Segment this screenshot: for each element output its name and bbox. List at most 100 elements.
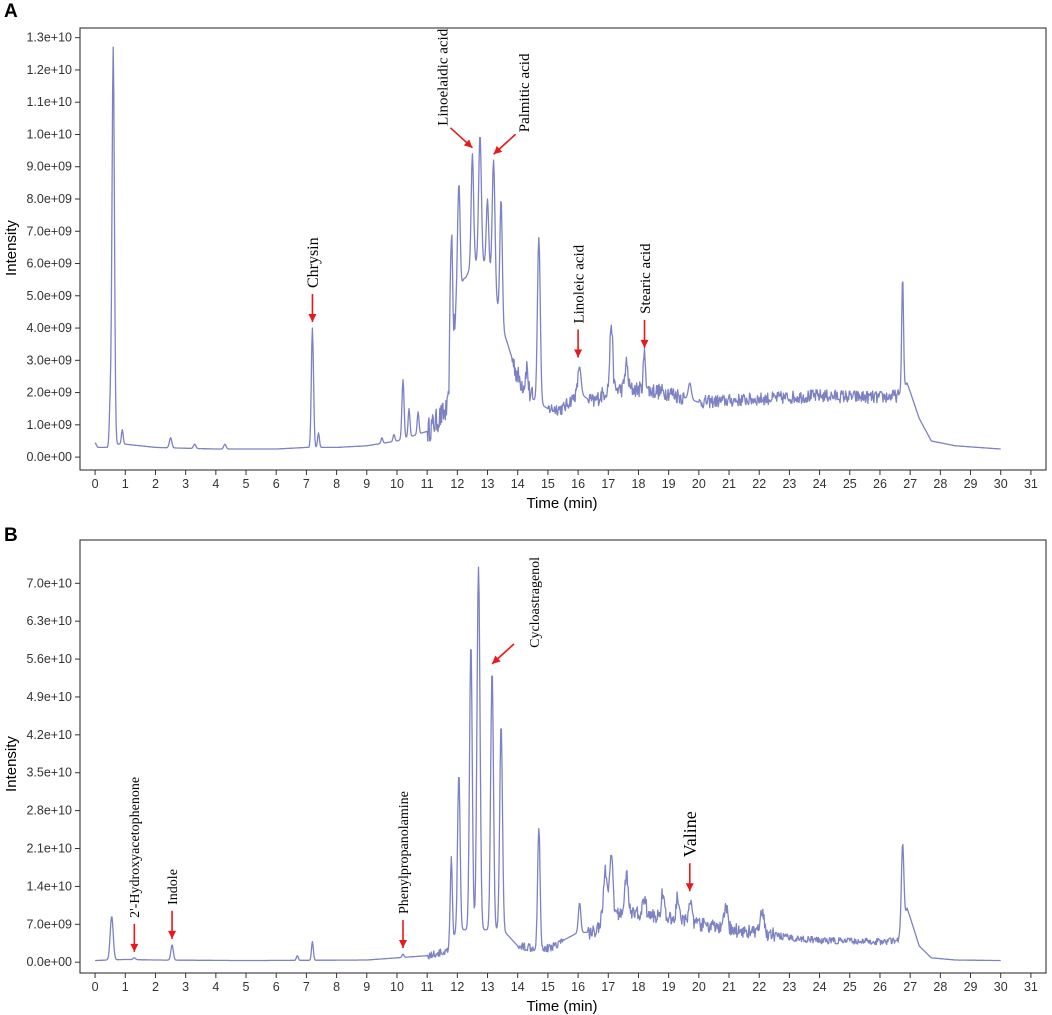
- panel-b-x-axis-title: Time (min): [526, 998, 597, 1015]
- peak-annotation: Phenylpropanolamine: [397, 791, 412, 949]
- panel-a-letter: A: [4, 1, 18, 22]
- y-tick-label: 8.0e+09: [26, 192, 72, 206]
- annotation-label: 2'-Hydroxyacetophenone: [128, 777, 143, 918]
- annotation-label: Indole: [166, 869, 181, 905]
- x-tick-label: 22: [752, 980, 766, 994]
- peak-annotation: Chrysin: [305, 237, 322, 323]
- y-tick-label: 7.0e+09: [26, 224, 72, 238]
- x-tick-label: 6: [273, 477, 280, 491]
- x-tick-label: 1: [122, 980, 129, 994]
- y-tick-label: 1.2e+10: [26, 63, 72, 77]
- panel-a-x-ticks: 0 1 2 3 4 5 6 7 8 9 10 11 12 13 14 15 16 17 18 19 20 21 22 23 24…: [92, 470, 1038, 491]
- annotation-arrowhead: [493, 145, 503, 155]
- panel-a-x-axis-title: Time (min): [526, 495, 597, 512]
- x-tick-label: 24: [813, 477, 827, 491]
- panel-a: A Intensity Time (min) 0.0e+00 1.0e+09 2.0…: [3, 1, 1047, 512]
- x-tick-label: 27: [903, 477, 917, 491]
- x-tick-label: 20: [692, 980, 706, 994]
- x-tick-label: 25: [843, 980, 857, 994]
- x-tick-label: 17: [601, 980, 615, 994]
- x-tick-label: 15: [541, 980, 555, 994]
- y-tick-label: 0.0e+00: [26, 955, 72, 969]
- annotation-label: Linoelaidic acid: [436, 28, 452, 126]
- annotation-arrowhead: [399, 940, 408, 949]
- x-tick-label: 23: [782, 980, 796, 994]
- annotation-arrowhead: [168, 930, 177, 939]
- x-tick-label: 21: [722, 980, 736, 994]
- x-tick-label: 23: [782, 477, 796, 491]
- x-tick-label: 19: [662, 980, 676, 994]
- y-tick-label: 1.4e+10: [26, 879, 72, 893]
- annotation-label: Valine: [680, 811, 700, 857]
- x-tick-label: 1: [122, 477, 129, 491]
- y-tick-label: 1.3e+10: [26, 31, 72, 45]
- y-tick-label: 4.2e+10: [26, 728, 72, 742]
- annotation-label: Stearic acid: [638, 243, 654, 314]
- x-tick-label: 13: [481, 477, 495, 491]
- x-tick-label: 16: [571, 980, 585, 994]
- y-tick-label: 3.0e+09: [26, 353, 72, 367]
- peak-annotation: Linoelaidic acid: [436, 28, 473, 149]
- panel-b-series-line: [94, 566, 1001, 962]
- x-tick-label: 16: [571, 477, 585, 491]
- x-tick-label: 9: [363, 477, 370, 491]
- x-tick-label: 8: [333, 980, 340, 994]
- x-tick-label: 7: [303, 477, 310, 491]
- panel-b-plot-frame: [79, 539, 1047, 974]
- x-tick-label: 21: [722, 477, 736, 491]
- annotation-arrowhead: [308, 314, 317, 323]
- y-tick-label: 3.5e+10: [26, 766, 72, 780]
- y-tick-label: 1.0e+09: [26, 418, 72, 432]
- x-tick-label: 4: [212, 980, 219, 994]
- x-tick-label: 18: [632, 477, 646, 491]
- panel-b-letter: B: [4, 525, 18, 546]
- x-tick-label: 17: [601, 477, 615, 491]
- annotation-arrowhead: [574, 349, 583, 358]
- panel-a-plot-frame: [79, 27, 1047, 471]
- x-tick-label: 25: [843, 477, 857, 491]
- x-tick-label: 30: [994, 477, 1008, 491]
- x-tick-label: 14: [511, 980, 525, 994]
- x-tick-label: 26: [873, 477, 887, 491]
- annotation-label: Chrysin: [305, 237, 322, 288]
- annotation-label: Cycloastragenol: [528, 557, 543, 648]
- peak-annotation: Cycloastragenol: [491, 557, 543, 665]
- x-tick-label: 31: [1024, 477, 1038, 491]
- x-tick-label: 9: [363, 980, 370, 994]
- x-tick-label: 12: [450, 980, 464, 994]
- x-tick-label: 0: [92, 980, 99, 994]
- x-tick-label: 5: [243, 477, 250, 491]
- x-tick-label: 7: [303, 980, 310, 994]
- x-tick-label: 27: [903, 980, 917, 994]
- y-tick-label: 2.8e+10: [26, 804, 72, 818]
- panel-b-annotations: 2'-Hydroxyacetophenone Indole Phenylpropan…: [128, 557, 700, 952]
- x-tick-label: 20: [692, 477, 706, 491]
- y-tick-label: 1.1e+10: [26, 95, 72, 109]
- y-tick-label: 4.0e+09: [26, 321, 72, 335]
- x-tick-label: 3: [182, 477, 189, 491]
- annotation-label: Palmitic acid: [517, 53, 533, 132]
- panel-a-series-line: [94, 46, 1001, 450]
- panel-b-x-ticks: 0 1 2 3 4 5 6 7 8 9 10 11 12 13 14 15 16 17 18 19 20 21 22 23 24…: [92, 973, 1038, 994]
- x-tick-label: 8: [333, 477, 340, 491]
- x-tick-label: 6: [273, 980, 280, 994]
- y-tick-label: 9.0e+09: [26, 160, 72, 174]
- x-tick-label: 18: [632, 980, 646, 994]
- panel-a-y-axis-title: Intensity: [3, 220, 20, 276]
- y-tick-label: 5.0e+09: [26, 289, 72, 303]
- panel-b: B Intensity Time (min) 0.0e+00 7.0e+09 1.4…: [3, 525, 1047, 1015]
- x-tick-label: 24: [813, 980, 827, 994]
- y-tick-label: 6.0e+09: [26, 257, 72, 271]
- peak-annotation: Stearic acid: [638, 243, 654, 348]
- x-tick-label: 30: [994, 980, 1008, 994]
- x-tick-label: 28: [933, 980, 947, 994]
- x-tick-label: 29: [964, 980, 978, 994]
- panel-b-y-ticks: 0.0e+00 7.0e+09 1.4e+10 2.1e+10 2.8e+10 3.5e+…: [26, 576, 80, 969]
- y-tick-label: 5.6e+10: [26, 652, 72, 666]
- x-tick-label: 13: [481, 980, 495, 994]
- y-tick-label: 2.0e+09: [26, 386, 72, 400]
- x-tick-label: 0: [92, 477, 99, 491]
- peak-annotation: Indole: [166, 869, 181, 939]
- x-tick-label: 28: [933, 477, 947, 491]
- x-tick-label: 5: [243, 980, 250, 994]
